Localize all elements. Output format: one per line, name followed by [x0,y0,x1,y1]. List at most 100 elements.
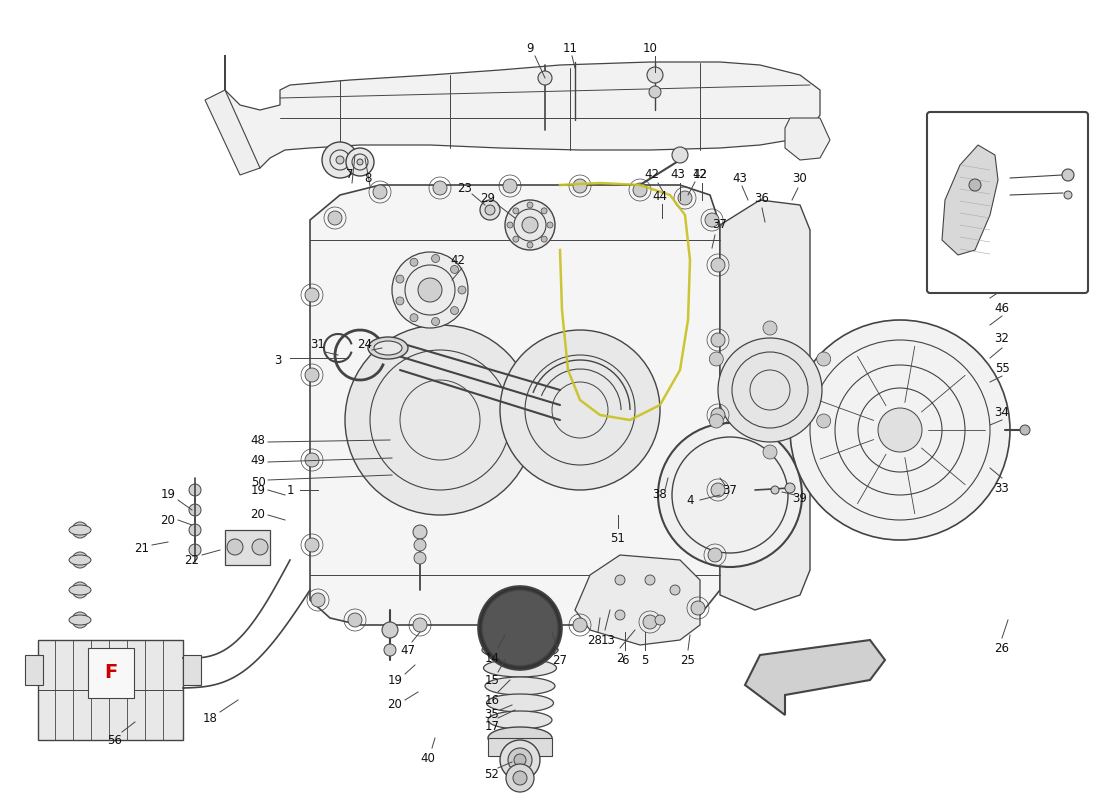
Ellipse shape [69,525,91,535]
Circle shape [691,601,705,615]
Circle shape [615,575,625,585]
Text: 11: 11 [562,42,578,54]
Text: 85: 85 [484,478,716,642]
Text: 44: 44 [652,190,668,202]
Circle shape [615,610,625,620]
Circle shape [336,156,344,164]
Text: 42: 42 [451,254,465,266]
Circle shape [763,445,777,459]
Text: 8: 8 [364,171,372,185]
Circle shape [410,314,418,322]
Circle shape [503,179,517,193]
Text: 48: 48 [251,434,265,446]
Text: 7: 7 [346,169,354,182]
Circle shape [513,236,519,242]
Circle shape [522,217,538,233]
Circle shape [418,278,442,302]
Circle shape [645,575,654,585]
Circle shape [72,522,88,538]
Circle shape [384,644,396,656]
Circle shape [478,586,562,670]
Circle shape [670,585,680,595]
Text: 5: 5 [641,654,649,666]
Circle shape [189,484,201,496]
Polygon shape [205,90,260,175]
Circle shape [500,330,660,490]
Text: 55: 55 [994,362,1010,374]
Text: F: F [104,662,118,682]
Circle shape [708,548,722,562]
Bar [226,530,270,565]
Circle shape [189,504,201,516]
Text: 10: 10 [642,42,658,54]
Circle shape [482,590,558,666]
Circle shape [541,236,547,242]
Circle shape [485,205,495,215]
Ellipse shape [488,711,552,729]
Circle shape [328,211,342,225]
FancyBboxPatch shape [927,112,1088,293]
Text: 41: 41 [1045,149,1059,162]
Circle shape [816,414,831,428]
Circle shape [969,179,981,191]
Circle shape [382,622,398,638]
Circle shape [878,408,922,452]
Text: 9: 9 [526,42,534,54]
Circle shape [654,615,666,625]
Circle shape [705,213,719,227]
Text: 47: 47 [400,643,416,657]
Circle shape [305,368,319,382]
Text: passion for parts: passion for parts [374,475,667,505]
Circle shape [1020,425,1030,435]
Text: 32: 32 [994,331,1010,345]
Bar [183,655,201,685]
Circle shape [431,254,440,262]
Circle shape [500,740,540,780]
Circle shape [412,618,427,632]
Polygon shape [745,640,886,715]
Text: 20: 20 [387,698,403,711]
Text: 17: 17 [484,719,499,733]
Circle shape [710,352,724,366]
Text: 26: 26 [994,642,1010,654]
Circle shape [396,297,404,305]
Circle shape [373,185,387,199]
Text: 23: 23 [458,182,472,194]
Polygon shape [310,185,720,625]
Circle shape [1064,191,1072,199]
Circle shape [710,414,724,428]
Text: 43: 43 [671,169,685,182]
Text: 35: 35 [485,707,499,721]
Text: 37: 37 [713,218,727,231]
Circle shape [527,202,534,208]
Circle shape [649,86,661,98]
Polygon shape [942,145,998,255]
Circle shape [505,200,556,250]
Circle shape [711,408,725,422]
Circle shape [458,286,466,294]
Circle shape [678,191,692,205]
Circle shape [305,288,319,302]
Text: 12: 12 [693,169,707,182]
Text: 42: 42 [645,169,660,182]
Text: 19: 19 [387,674,403,686]
Circle shape [305,538,319,552]
Circle shape [72,582,88,598]
Circle shape [410,258,418,266]
Circle shape [711,333,725,347]
Text: 2: 2 [616,651,624,665]
Circle shape [771,486,779,494]
Text: 53: 53 [933,126,947,139]
Ellipse shape [484,659,557,677]
Polygon shape [720,200,810,610]
Text: 3: 3 [274,354,282,366]
Text: 28: 28 [587,634,603,646]
Text: 30: 30 [793,171,807,185]
Text: 39: 39 [793,491,807,505]
Circle shape [72,552,88,568]
Text: 15: 15 [485,674,499,686]
Text: 33: 33 [994,482,1010,494]
Text: 36: 36 [755,191,769,205]
Circle shape [547,222,553,228]
Circle shape [658,423,802,567]
